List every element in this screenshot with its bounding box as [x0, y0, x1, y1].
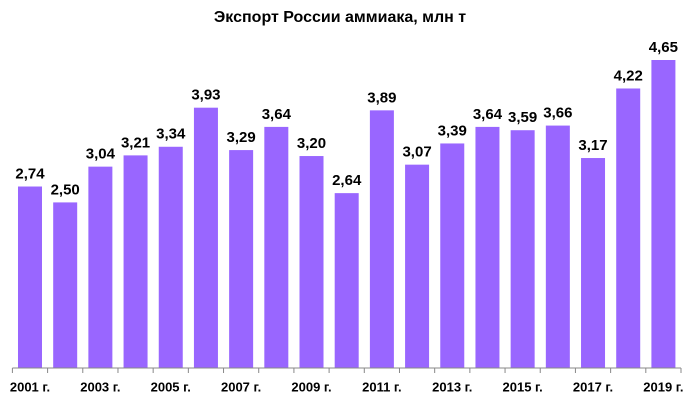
x-tick-label: 2009 г. — [291, 379, 331, 394]
bar — [158, 146, 183, 368]
value-label: 3,29 — [227, 129, 256, 146]
value-label: 3,34 — [156, 126, 186, 143]
bar — [545, 125, 570, 369]
value-label: 3,21 — [121, 134, 150, 151]
bar — [17, 186, 42, 368]
bar — [405, 164, 430, 368]
bar — [475, 126, 500, 368]
value-label: 4,65 — [649, 39, 678, 56]
value-label: 3,07 — [402, 144, 431, 161]
value-label: 2,64 — [332, 172, 362, 189]
x-tick-label: 2017 г. — [573, 379, 613, 394]
x-tick-label: 2005 г. — [151, 379, 191, 394]
bar — [193, 107, 218, 369]
value-label: 3,04 — [86, 146, 116, 163]
bar — [53, 202, 78, 368]
x-tick-label: 2011 г. — [362, 379, 402, 394]
bar — [229, 150, 254, 368]
bar — [369, 110, 394, 368]
x-tick-label: 2001 г. — [10, 379, 50, 394]
bar — [651, 60, 676, 368]
x-tick-label: 2007 г. — [221, 379, 261, 394]
value-label: 3,20 — [297, 135, 326, 152]
x-tick-label: 2019 г. — [643, 379, 683, 394]
value-label: 2,74 — [15, 165, 45, 182]
bar — [123, 155, 148, 368]
value-label: 3,66 — [543, 105, 572, 122]
x-tick-label: 2003 г. — [80, 379, 120, 394]
chart-title: Экспорт России аммиака, млн т — [214, 9, 466, 26]
value-label: 3,64 — [262, 106, 292, 123]
value-label: 3,93 — [191, 87, 220, 104]
value-label: 3,17 — [578, 137, 607, 154]
x-tick-label: 2015 г. — [503, 379, 543, 394]
value-label: 3,64 — [473, 106, 503, 123]
bar — [264, 126, 289, 368]
x-tick-label: 2013 г. — [432, 379, 472, 394]
bar — [510, 130, 535, 368]
bar — [581, 158, 606, 368]
value-label: 3,89 — [367, 89, 396, 106]
value-label: 3,39 — [438, 122, 467, 139]
bar — [334, 193, 359, 368]
bar — [88, 166, 113, 368]
bar — [299, 156, 324, 368]
bar — [616, 88, 641, 368]
value-label: 3,59 — [508, 109, 537, 126]
bar — [440, 143, 465, 368]
value-label: 2,50 — [51, 181, 80, 198]
value-label: 4,22 — [614, 67, 643, 84]
